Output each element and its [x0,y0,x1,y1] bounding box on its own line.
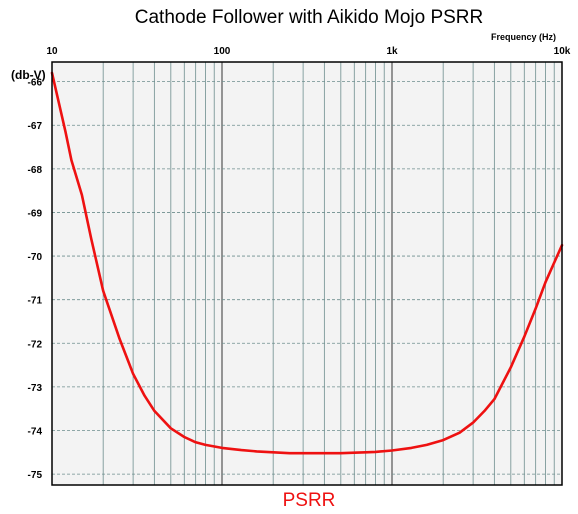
grid [52,62,562,485]
y-axis-label: (db-V) [11,68,46,82]
y-tick-label: -75 [28,470,43,481]
y-tick-label: -74 [28,426,43,437]
chart-title: Cathode Follower with Aikido Mojo PSRR [135,7,484,28]
y-tick-labels: -66 -67 -68 -69 -70 -71 -72 -73 -74 -75 [28,78,43,481]
y-tick-label: -71 [28,296,43,307]
y-tick-label: -72 [28,339,43,350]
y-tick-label: -66 [28,78,43,89]
series-layer [50,71,564,455]
plot-area [52,62,562,485]
x-tick-label: 10 [46,46,58,57]
x-tick-label: 1k [386,46,398,57]
y-tick-label: -69 [28,208,43,219]
x-tick-label: 100 [214,46,231,57]
y-tick-label: -68 [28,165,43,176]
plot-frame [51,61,563,486]
series-line-psrr [50,71,564,455]
x-tick-labels: 10 100 1k 10k [46,46,570,57]
y-tick-label: -70 [28,252,43,263]
y-tick-label: -67 [28,121,43,132]
legend: PSRR [283,490,336,511]
x-axis-label: Frequency (Hz) [491,32,556,42]
x-tick-label: 10k [554,46,571,57]
y-tick-label: -73 [28,383,43,394]
legend-entry: PSRR [283,490,336,511]
